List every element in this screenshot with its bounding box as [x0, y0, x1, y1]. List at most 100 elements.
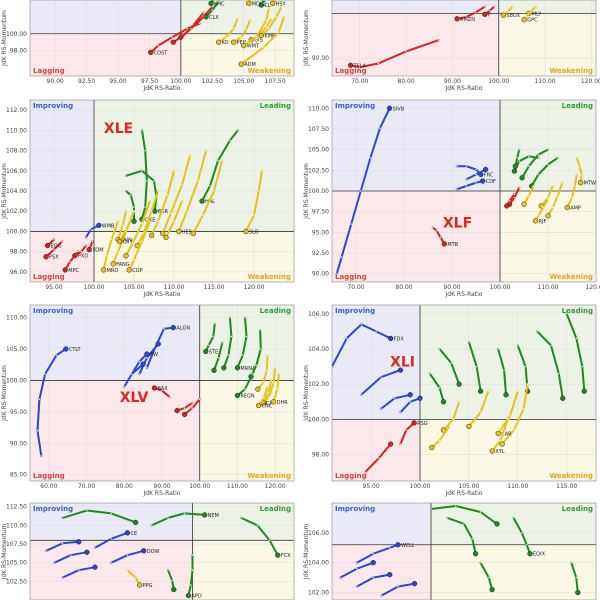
tail-point — [61, 576, 64, 579]
tail-label: SIVB — [393, 106, 405, 112]
rrg-panel-consumer-discretionary: 70.00 80.00 90.00 100.00 110.00 120.00 90.00 Jd… — [302, 0, 600, 92]
x-tick-label: 80.00 — [398, 78, 415, 85]
tail-point — [91, 240, 94, 243]
tail-head-point — [151, 385, 158, 391]
tail-head-point — [203, 348, 209, 355]
x-tick-label: 90.00 — [444, 78, 461, 85]
tail-point — [52, 248, 56, 251]
tail-head-point — [203, 14, 209, 20]
quadrant-label-lagging: Lagging — [335, 67, 367, 75]
rrg-panel-xli: 95.00 100.00 105.00 110.00 115.00 106.00 104.0… — [302, 301, 600, 497]
tail-line — [61, 509, 137, 524]
tail-point — [110, 537, 113, 540]
quadrant-label-weakening: Weakening — [247, 472, 291, 480]
tail-point — [80, 250, 83, 253]
tail-point — [438, 439, 441, 442]
tail-line — [128, 220, 151, 271]
plot-border — [331, 304, 597, 482]
tail-line — [217, 17, 239, 44]
quadrant-label-improving: Improving — [335, 307, 375, 315]
tail-point — [130, 373, 133, 376]
tail-point — [220, 159, 224, 162]
tail-point — [274, 366, 277, 369]
tail-point — [265, 19, 268, 22]
tail-point — [259, 347, 262, 351]
tail-point — [251, 373, 254, 376]
tail-label: KMB — [264, 33, 276, 39]
quadrant-label-leading: Leading — [260, 505, 291, 513]
tail-point — [479, 510, 482, 514]
tail-head-point — [176, 228, 182, 235]
x-tick-label: 120.00 — [244, 284, 265, 291]
tail-line — [177, 149, 207, 233]
tail-label: CTLT — [69, 347, 82, 353]
tail-line — [102, 220, 119, 271]
tail-point — [267, 7, 270, 10]
tail-head-point — [521, 17, 527, 23]
tail-point — [266, 385, 269, 388]
tail-line — [430, 505, 498, 525]
tail-point — [508, 199, 511, 203]
tail-point — [516, 344, 519, 347]
lagging-quadrant — [332, 544, 431, 600]
tail-head-point — [397, 367, 404, 373]
y-tick-label: 105.00 — [6, 560, 27, 567]
tail-head-point — [347, 62, 354, 68]
y-tick-label: 100.00 — [308, 416, 329, 423]
rrg-chart-0: 90.00 92.50 95.00 97.50 100.00 102.50 105.00 10… — [1, 0, 295, 92]
tail-label: CI — [266, 401, 271, 407]
tail-label: EW — [150, 352, 158, 358]
tail-point — [561, 181, 564, 184]
tail-label: AMP — [570, 206, 581, 212]
quadrant-label-improving: Improving — [335, 505, 375, 513]
tail-line — [455, 165, 482, 176]
tail-head-point — [477, 388, 484, 394]
tail-point — [166, 569, 170, 572]
y-tick-label: 97.50 — [312, 209, 329, 216]
tail-point — [191, 406, 194, 410]
y-tick-label: 102.00 — [308, 590, 329, 597]
tail-point — [189, 583, 192, 587]
tail-point — [138, 373, 141, 376]
tail-point — [212, 335, 215, 338]
tail-line — [242, 7, 270, 47]
x-tick-label: 110.00 — [227, 483, 248, 490]
tail-head-point — [163, 234, 169, 241]
y-tick-label: 98.00 — [10, 48, 27, 55]
tail-label: KO — [222, 40, 229, 46]
tail-line — [136, 190, 159, 247]
tails-group: HALBKROKEWMBPXDPSXEOGMPCXOMSLBHESFANGMRO… — [43, 129, 264, 274]
tail-label: FRC — [484, 172, 494, 178]
x-tick-label: 110.00 — [538, 284, 559, 291]
improving-quadrant — [30, 503, 193, 541]
tail-label: COP — [132, 268, 142, 274]
tail-head-point — [275, 552, 281, 558]
x-tick-label: 97.50 — [141, 78, 158, 85]
y-tick-label: 110.00 — [6, 127, 27, 134]
tail-head-point — [386, 105, 393, 111]
quadrant-label-improving: Improving — [335, 102, 375, 110]
tail-point — [581, 365, 584, 368]
y-tick-label: 104.00 — [308, 560, 329, 567]
tail-head-point — [181, 411, 188, 418]
tail-head-point — [519, 175, 525, 181]
tail-point — [465, 178, 468, 181]
quadrant-label-improving: Improving — [33, 102, 73, 110]
tail-label: GIS — [254, 38, 263, 44]
tail-point — [267, 391, 270, 395]
tail-point — [148, 220, 152, 223]
tail-point — [435, 229, 438, 232]
tail-point — [508, 414, 512, 417]
tail-head-point — [407, 392, 413, 398]
tail-head-point — [482, 166, 489, 173]
tail-label: GPC — [527, 18, 538, 24]
tail-head-point — [388, 441, 394, 447]
sector-label: XLI — [390, 355, 415, 371]
tail-point — [439, 236, 442, 239]
tail-point — [575, 173, 578, 176]
tail-point — [211, 5, 214, 8]
y-tick-label: 112.00 — [6, 107, 27, 114]
tail-point — [140, 222, 144, 225]
tail-line — [536, 330, 564, 400]
